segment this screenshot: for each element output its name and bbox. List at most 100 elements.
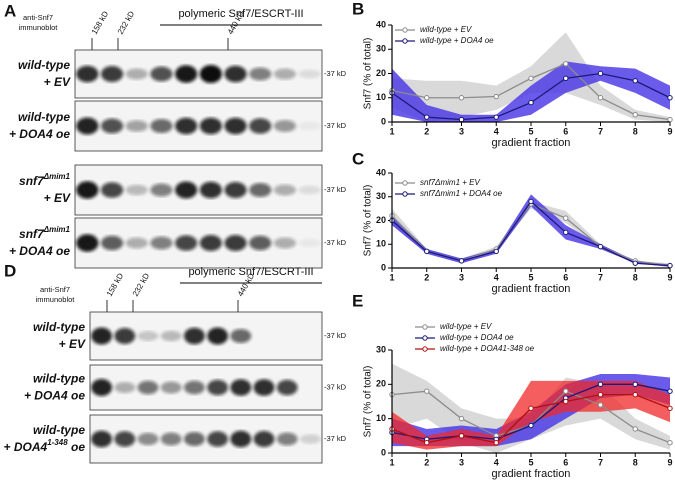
- row-label-tail: oe: [68, 440, 86, 454]
- data-point: [632, 391, 638, 398]
- legend-label: snf7Δmim1 + EV: [420, 178, 480, 187]
- data-point: [632, 112, 638, 118]
- size-marker: 158 kD: [105, 271, 126, 298]
- blot-band: [183, 432, 205, 446]
- legend-label: wild-type + EV: [420, 25, 472, 34]
- data-point: [667, 262, 673, 269]
- row-label-text: + DOA4 oe: [9, 127, 70, 141]
- data-point: [667, 440, 673, 446]
- blot-band: [298, 121, 321, 131]
- blot-band: [224, 117, 247, 135]
- row-label: + DOA4 oe: [9, 127, 70, 141]
- data-point: [528, 99, 534, 106]
- blot-band: [125, 237, 148, 249]
- blot-band: [276, 379, 298, 396]
- y-tick-label: 10: [376, 239, 386, 249]
- blot-band: [125, 120, 148, 132]
- blot-band: [199, 65, 222, 83]
- blot-band: [298, 185, 321, 195]
- data-point: [424, 248, 430, 255]
- x-tick-label: 2: [424, 272, 429, 282]
- x-tick-label: 2: [424, 126, 429, 136]
- y-tick-label: 0: [381, 447, 386, 457]
- data-point: [632, 260, 638, 266]
- x-tick-label: 1: [389, 457, 394, 467]
- blot-band: [224, 65, 247, 83]
- legend-marker: [422, 335, 428, 341]
- blot-band: [298, 69, 321, 79]
- data-point: [597, 391, 604, 398]
- blot-band: [276, 432, 298, 446]
- row-label: + DOA4 oe: [24, 389, 85, 403]
- blot-band: [100, 66, 124, 82]
- x-tick-label: 3: [459, 272, 464, 282]
- y-tick-label: 0: [381, 116, 386, 126]
- row-label-text: + EV: [59, 337, 86, 351]
- row-label-sup: Δmim1: [43, 172, 71, 181]
- size-marker: 158 kD: [90, 9, 111, 36]
- blot-band: [91, 327, 113, 345]
- row-label-text: + DOA4 oe: [9, 244, 70, 258]
- row-label: wild-type: [33, 423, 85, 437]
- blot-band: [160, 381, 182, 394]
- blot-band: [150, 183, 173, 197]
- y-tick-label: 30: [376, 44, 386, 54]
- data-point: [632, 78, 638, 84]
- blot-band: [183, 380, 205, 395]
- row-label-text: + DOA4: [4, 440, 48, 454]
- size-marker-label: 232 kD: [131, 271, 152, 298]
- data-point: [458, 116, 465, 123]
- data-point: [528, 405, 534, 412]
- x-tick-label: 9: [667, 457, 672, 467]
- y-tick-label: 40: [376, 19, 386, 29]
- blot-band: [207, 431, 229, 447]
- row-label: + EV: [44, 75, 71, 89]
- antibody-label: immunoblot: [36, 295, 76, 304]
- blot-band: [137, 331, 159, 341]
- blot-band: [199, 235, 222, 251]
- x-tick-label: 7: [598, 457, 603, 467]
- data-point: [458, 415, 465, 422]
- legend-marker: [422, 324, 428, 330]
- blot-band: [183, 327, 205, 345]
- row-label: snf7Δmim1: [19, 172, 71, 188]
- size-marker-label: 158 kD: [90, 9, 111, 36]
- antibody-label: anti-Snf7: [23, 13, 53, 22]
- blot-band: [199, 181, 222, 199]
- row-label: snf7Δmim1: [19, 225, 71, 241]
- y-tick-label: 40: [376, 167, 386, 177]
- y-tick-label: 30: [376, 191, 386, 201]
- blot-band: [114, 328, 136, 344]
- blot-band: [207, 327, 229, 345]
- blot-band: [273, 68, 297, 80]
- x-tick-label: 5: [528, 457, 533, 467]
- x-tick-label: 8: [633, 457, 638, 467]
- x-axis-label: gradient fraction: [492, 468, 571, 480]
- data-point: [632, 426, 638, 432]
- panel-letter: D: [4, 261, 16, 280]
- row-label-text: snf7: [19, 227, 45, 241]
- row-label-text: + EV: [44, 191, 71, 205]
- mw-marker: -37 kD: [324, 185, 347, 194]
- blot-band: [224, 235, 247, 251]
- row-label-sup: 1-348: [47, 438, 68, 447]
- x-tick-label: 5: [528, 272, 533, 282]
- blot-band: [137, 432, 159, 446]
- data-point: [528, 75, 534, 82]
- x-axis-label: gradient fraction: [492, 283, 571, 295]
- x-tick-label: 8: [633, 126, 638, 136]
- blot-band: [298, 238, 321, 248]
- row-label-text: + EV: [44, 75, 71, 89]
- x-tick-label: 1: [389, 126, 394, 136]
- data-point: [597, 381, 604, 388]
- legend-marker: [402, 38, 408, 44]
- x-tick-label: 9: [667, 272, 672, 282]
- legend-marker: [402, 27, 408, 33]
- row-label-text: snf7: [19, 174, 45, 188]
- data-point: [632, 381, 638, 388]
- blot-band: [100, 235, 124, 251]
- data-point: [493, 93, 499, 100]
- blot-band: [114, 431, 136, 447]
- blot-band: [249, 118, 272, 134]
